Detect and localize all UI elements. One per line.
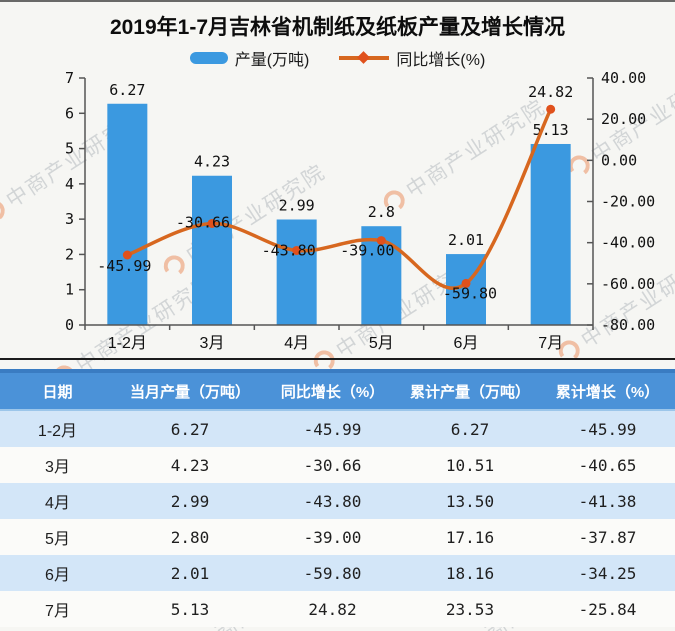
row-value-cell: -40.65 — [540, 447, 675, 483]
row-value-cell: 4.23 — [115, 447, 265, 483]
bar-value-label: 4.23 — [194, 153, 230, 171]
row-value-cell: 24.82 — [265, 591, 400, 627]
chart-table-divider — [0, 358, 675, 360]
data-table: 日期 当月产量（万吨） 同比增长（%） 累计产量（万吨） 累计增长（%） 1-2月 6.2… — [0, 369, 675, 627]
bar-1-2月 — [107, 103, 148, 325]
right-axis-tick: 0.00 — [601, 151, 637, 169]
x-axis-label: 3月 — [200, 335, 225, 352]
row-date-cell: 5月 — [0, 519, 115, 555]
row-value-cell: 2.80 — [115, 519, 265, 555]
table-header-col-2: 同比增长（%） — [265, 369, 400, 411]
left-axis-tick: 2 — [65, 245, 74, 263]
left-axis-tick: 7 — [65, 69, 74, 87]
line-point-7月 — [546, 104, 556, 114]
row-value-cell: 10.51 — [400, 447, 540, 483]
x-axis-label: 6月 — [454, 335, 479, 352]
table-row-6月: 6月 2.01 -59.80 18.16 -34.25 — [0, 555, 675, 591]
left-axis-tick: 5 — [65, 140, 74, 158]
left-axis-tick: 0 — [65, 316, 74, 334]
row-value-cell: 5.13 — [115, 591, 265, 627]
line-value-label: -43.80 — [262, 241, 316, 259]
row-value-cell: 2.01 — [115, 555, 265, 591]
table-row-3月: 3月 4.23 -30.66 10.51 -40.65 — [0, 447, 675, 483]
table-header-col-4: 累计增长（%） — [540, 369, 675, 411]
bar-value-label: 2.01 — [448, 231, 484, 249]
row-value-cell: -25.84 — [540, 591, 675, 627]
bar-7月 — [530, 143, 571, 325]
left-axis-tick: 3 — [65, 210, 74, 228]
table-header-col-0: 日期 — [0, 369, 115, 411]
right-axis-tick: 40.00 — [601, 69, 646, 87]
row-date-cell: 7月 — [0, 591, 115, 627]
line-point-6月 — [461, 278, 471, 288]
row-date-cell: 3月 — [0, 447, 115, 483]
table-header-row: 日期 当月产量（万吨） 同比增长（%） 累计产量（万吨） 累计增长（%） — [0, 369, 675, 411]
legend-label-production: 产量(万吨) — [234, 52, 310, 69]
row-date-cell: 4月 — [0, 483, 115, 519]
x-axis-label: 1-2月 — [108, 335, 147, 352]
line-value-label: -59.80 — [443, 284, 497, 302]
line-value-label: -30.66 — [176, 213, 230, 231]
table-row-7月: 7月 5.13 24.82 23.53 -25.84 — [0, 591, 675, 627]
row-date-cell: 6月 — [0, 555, 115, 591]
top-border — [0, 0, 675, 2]
line-point-1-2月 — [122, 250, 132, 260]
row-value-cell: -43.80 — [265, 483, 400, 519]
x-axis-label: 5月 — [369, 335, 394, 352]
left-axis-tick: 1 — [65, 281, 74, 299]
line-value-label: -45.99 — [97, 257, 151, 275]
line-point-4月 — [292, 245, 302, 255]
row-value-cell: 6.27 — [115, 410, 265, 447]
right-axis-tick: -20.00 — [601, 193, 655, 211]
table-header-col-1: 当月产量（万吨） — [115, 369, 265, 411]
legend-item-growth: 同比增长(%) — [339, 46, 485, 70]
bar-3月 — [192, 175, 232, 325]
bar-4月 — [276, 219, 317, 325]
table-header-col-3: 累计产量（万吨） — [400, 369, 540, 411]
row-value-cell: -34.25 — [540, 555, 675, 591]
row-value-cell: -41.38 — [540, 483, 675, 519]
row-value-cell: -30.66 — [265, 447, 400, 483]
left-axis-tick: 4 — [65, 175, 74, 193]
row-value-cell: 13.50 — [400, 483, 540, 519]
table-row-5月: 5月 2.80 -39.00 17.16 -37.87 — [0, 519, 675, 555]
chart-legend: 产量(万吨) 同比增长(%) — [0, 46, 675, 70]
x-axis-label: 7月 — [538, 335, 563, 352]
right-axis-tick: 20.00 — [601, 110, 646, 128]
right-axis-tick: -60.00 — [601, 275, 655, 293]
line-point-5月 — [376, 236, 386, 246]
table-body: 1-2月 6.27 -45.99 6.27 -45.99 3月 4.23 -30.66 10.5… — [0, 410, 675, 627]
row-value-cell: -45.99 — [540, 410, 675, 447]
row-value-cell: -59.80 — [265, 555, 400, 591]
x-axis-label: 4月 — [284, 335, 309, 352]
growth-line — [126, 108, 553, 290]
row-value-cell: 18.16 — [400, 555, 540, 591]
row-value-cell: -37.87 — [540, 519, 675, 555]
combo-chart: 0 1 2 3 4 5 6 7 -80.00 -60.00 -40.00 -20.00 0.00 20.0… — [65, 69, 655, 352]
left-axis-tick: 6 — [65, 104, 74, 122]
right-axis-tick: -80.00 — [601, 316, 655, 334]
bar-value-label: 2.99 — [279, 196, 315, 214]
row-value-cell: 2.99 — [115, 483, 265, 519]
line-value-label: -39.00 — [340, 242, 394, 260]
right-axis-tick: -40.00 — [601, 234, 655, 252]
bar-value-label: 6.27 — [109, 81, 145, 99]
line-value-label: 24.82 — [528, 83, 573, 101]
bar-swatch-icon — [189, 52, 228, 64]
row-value-cell: 17.16 — [400, 519, 540, 555]
bar-value-label: 2.8 — [368, 203, 395, 221]
row-date-cell: 1-2月 — [0, 410, 115, 447]
legend-item-production: 产量(万吨) — [189, 46, 310, 70]
table-row-1-2月: 1-2月 6.27 -45.99 6.27 -45.99 — [0, 410, 675, 447]
legend-label-growth: 同比增长(%) — [396, 52, 486, 69]
row-value-cell: 6.27 — [400, 410, 540, 447]
row-value-cell: -39.00 — [265, 519, 400, 555]
table-row-4月: 4月 2.99 -43.80 13.50 -41.38 — [0, 483, 675, 519]
chart-title: 2019年1-7月吉林省机制纸及纸板产量及增长情况 — [109, 16, 566, 39]
row-value-cell: -45.99 — [265, 410, 400, 447]
line-swatch-icon — [339, 51, 390, 64]
row-value-cell: 23.53 — [400, 591, 540, 627]
line-point-3月 — [207, 218, 217, 228]
